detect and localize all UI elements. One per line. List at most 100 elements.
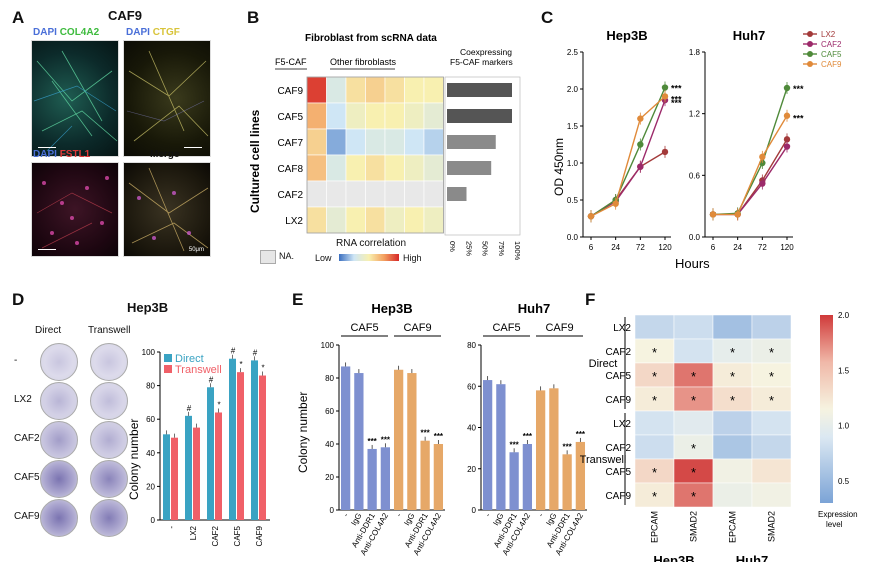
heatmap-cell [423, 102, 444, 130]
heatmap-cell [673, 338, 714, 364]
heatmap-cell [423, 206, 444, 234]
x-tick-label: 120 [780, 243, 794, 252]
fibre-texture [126, 50, 209, 142]
panel-letter-d: D [12, 290, 25, 309]
row-label: CAF2 [605, 347, 631, 358]
legend-label: level [826, 520, 843, 529]
colony-plate [40, 343, 78, 381]
significance-star: * [730, 345, 735, 360]
heatmap-cell [365, 154, 386, 182]
plate-row-label: CAF2 [14, 433, 40, 444]
row-label: CAF2 [605, 443, 631, 454]
significance-mark: *** [793, 84, 804, 94]
y-tick-label: 2.0 [567, 85, 579, 94]
y-tick-label: 0.5 [567, 196, 579, 205]
na-swatch [260, 250, 276, 264]
row-group-label: Transwell [580, 454, 626, 466]
column-label: SMAD2 [689, 511, 699, 542]
significance-mark: *** [671, 84, 682, 94]
panel-d-barchart: Colony number 020406080100-#LX2#*CAF2#*C… [127, 347, 270, 546]
heatmap-cell [306, 154, 327, 182]
heatmap-cell [673, 482, 714, 508]
stain-label: DAPI [126, 27, 150, 38]
significance-mark: *** [671, 98, 682, 108]
panel-d-ylabel: Colony number [127, 419, 141, 500]
bar [575, 441, 586, 510]
column-group-label: Hep3B [653, 553, 694, 562]
bar [251, 360, 258, 520]
column-group-label: Huh7 [736, 553, 769, 562]
bar-tick: 75% [497, 241, 506, 256]
x-tick-label: LX2 [189, 525, 198, 540]
x-tick-label: CAF5 [233, 525, 242, 546]
heatmap-cell [712, 434, 753, 460]
x-tick-label: - [167, 526, 176, 529]
legend-high: High [403, 253, 422, 263]
significance-mark: *** [576, 430, 586, 439]
tile-label-1: DAPI COL4A2 [33, 27, 99, 38]
significance-mark: *** [367, 437, 377, 446]
heatmap-cell [634, 314, 675, 340]
panel-letter-e: E [292, 290, 304, 309]
bar [171, 437, 178, 520]
bar [215, 412, 222, 520]
tile-label-2: DAPI CTGF [126, 27, 180, 38]
merge-texture [128, 167, 209, 252]
legend-label: CAF9 [821, 60, 842, 69]
y-tick-label: 80 [146, 382, 155, 391]
group-label-f5caf: F5-CAF [275, 57, 307, 67]
stain-label: FSTL1 [59, 149, 91, 160]
significance-mark: *** [434, 432, 444, 441]
significance-star: * [652, 369, 657, 384]
row-label: CAF5 [277, 112, 303, 123]
y-tick-label: 60 [325, 407, 334, 416]
series-line [712, 87, 788, 216]
heatmap-cell [751, 386, 792, 412]
chart-title: Hep3B [371, 301, 412, 316]
stain-label: CTGF [152, 27, 180, 38]
heatmap-cell [673, 386, 714, 412]
y-tick-label: 20 [146, 482, 155, 491]
data-point [637, 163, 644, 170]
bar [535, 390, 546, 510]
heatmap-cell [345, 154, 366, 182]
coexp-title-2: F5-CAF markers [450, 57, 513, 67]
significance-mark: # [231, 347, 236, 356]
significance-star: * [691, 393, 696, 408]
x-tick-label: - [394, 511, 403, 518]
legend-label: Expression [818, 510, 858, 519]
heatmap-cell [384, 102, 405, 130]
x-tick-label: CAF9 [255, 525, 264, 546]
heatmap-cell [673, 314, 714, 340]
heatmap-cell [306, 76, 327, 104]
bar-frame [444, 76, 521, 236]
heatmap-cell [306, 128, 327, 156]
significance-star: * [691, 489, 696, 504]
legend-label: LX2 [821, 30, 836, 39]
group-label: CAF9 [545, 322, 573, 334]
heatmap-cell [712, 482, 753, 508]
data-point [661, 93, 669, 100]
row-label: LX2 [285, 216, 303, 227]
y-tick-label: 0 [472, 506, 477, 515]
heatmap-cell [673, 410, 714, 436]
heatmap-cell [712, 458, 753, 484]
heatmap-cell [751, 434, 792, 460]
scale-bar [38, 249, 56, 250]
y-tick-label: 0.0 [567, 233, 579, 242]
data-point [783, 143, 791, 150]
heatmap-cell [384, 180, 405, 208]
micro-tile-col4a2 [31, 40, 119, 157]
heatmap-cell [634, 434, 675, 460]
heatmap-cell [751, 410, 792, 436]
heatmap-cell [751, 482, 792, 508]
legend-label: Direct [175, 353, 204, 365]
plate-row-label: CAF9 [14, 511, 40, 522]
y-tick-label: 20 [325, 473, 334, 482]
plate-row-label: LX2 [14, 394, 32, 405]
y-tick-label: 60 [146, 415, 155, 424]
heatmap-cell [634, 338, 675, 364]
significance-star: * [652, 465, 657, 480]
bar [420, 440, 430, 510]
data-point [783, 136, 791, 143]
